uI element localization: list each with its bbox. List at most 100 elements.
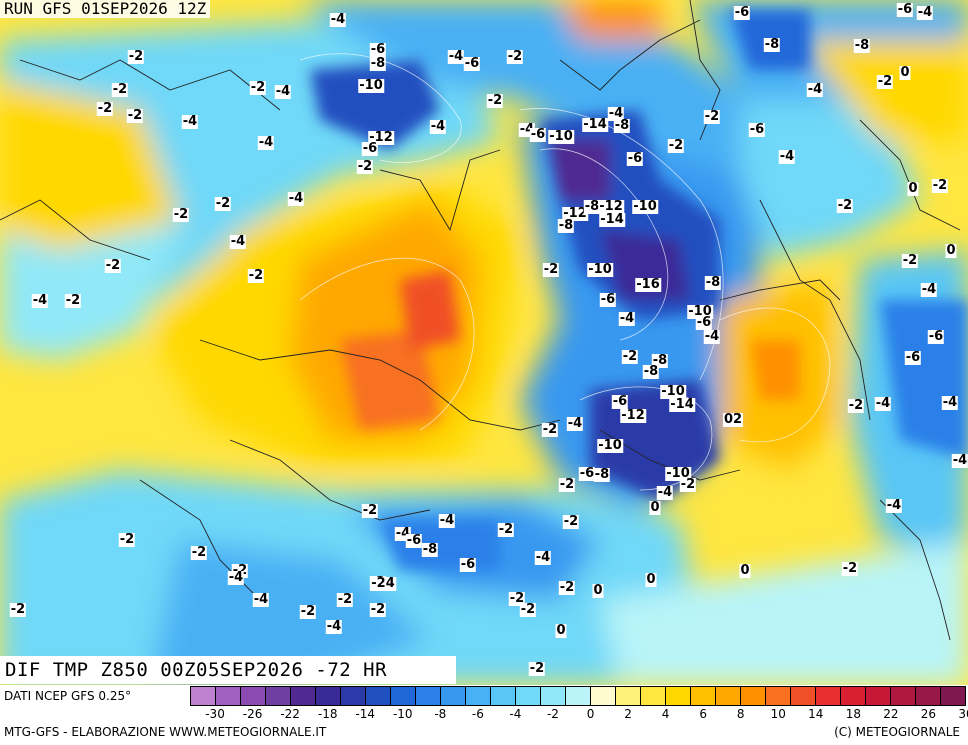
contour-value-label: -8 [704,275,722,290]
contour-value-label: -4 [656,485,674,500]
borders [0,0,961,641]
legend-tick-label: -6 [471,707,484,721]
contour-value-label: -4 [916,5,934,20]
legend-tick-label: -8 [434,707,447,721]
contour-value-label: -12 [562,206,588,221]
contour-value-label: -8 [421,542,439,557]
legend-swatch [191,687,216,705]
contour-value-label: -6 [369,42,387,57]
legend-swatch [591,687,616,705]
contour-value-label: -8 [651,353,669,368]
data-source: DATI NCEP GFS 0.25° [4,689,132,703]
contour-value-label: 0 [592,583,604,598]
copyright-text: (C) METEOGIORNALE [834,725,960,739]
legend-swatch [791,687,816,705]
contour-value-label: -2 [111,82,129,97]
contour-value-label: -2 [528,661,546,676]
legend-tick-label: 14 [808,707,824,721]
contour-value-label: -10 [548,129,574,144]
legend-tick-label: -30 [205,707,225,721]
contour-value-label: -4 [778,149,796,164]
legend-tick-label: 26 [920,707,937,721]
legend-swatch [516,687,541,705]
footer-bar: DATI NCEP GFS 0.25° -30 -26 -22 -18 -14 -10 -8… [0,685,968,745]
contour-value-label: -2 [486,93,504,108]
legend-swatch [416,687,441,705]
contour-value-label: -2 [836,198,854,213]
legend-swatch [566,687,591,705]
contour-value-label: 0 [945,243,957,258]
contour-value-label: -4 [252,592,270,607]
contour-value-label: -2 [703,109,721,124]
legend-tick-label: 4 [661,707,670,721]
contour-value-label: -2 [249,80,267,95]
contour-value-label: -6 [459,557,477,572]
contour-value-label: 0 [899,65,911,80]
contour-value-label: -4 [806,82,824,97]
legend-tick-label: -10 [392,707,413,721]
credit-text: MTG-GFS - ELABORAZIONE WWW.METEOGIORNALE… [4,725,327,739]
legend-swatch [391,687,416,705]
legend-swatch [941,687,965,705]
contour-value-label: -16 [635,277,661,292]
legend-tick-label: -18 [317,707,338,721]
contour-value-label: -2 [96,101,114,116]
contour-value-label: -6 [611,394,629,409]
contour-value-label: -2 [901,253,919,268]
contour-value-label: -2 [356,159,374,174]
contour-value-label: -2 [679,477,697,492]
contour-value-label: -2 [126,108,144,123]
contour-value-label: -4 [447,49,465,64]
contour-value-label: -2 [214,196,232,211]
contour-value-label: -24 [370,576,396,591]
contour-value-label: -4 [227,570,245,585]
legend-swatch [816,687,841,705]
contour-value-label: -4 [607,106,625,121]
contour-value-label: -6 [748,122,766,137]
contour-value-label: -2 [190,545,208,560]
contour-value-label: -8 [642,364,660,379]
legend-swatch [241,687,266,705]
contour-value-label: -4 [287,191,305,206]
contour-value-label: -14 [669,397,695,412]
legend-swatch [216,687,241,705]
contour-value-label: -2 [508,591,526,606]
contour-value-label: -6 [927,329,945,344]
map-field [0,0,968,685]
temperature-anomaly-map [0,0,968,685]
contour-value-label: -2 [299,604,317,619]
contour-value-label: -4 [618,311,636,326]
legend-swatch [466,687,491,705]
contour-value-label: -10 [632,199,658,214]
legend-swatch [916,687,941,705]
contour-value-label: -2 [542,262,560,277]
legend-swatch [366,687,391,705]
contour-value-label: -2 [558,477,576,492]
map-title: DIF TMP Z850 00Z05SEP2026 -72 HR [0,656,456,684]
contour-value-label: -14 [582,117,608,132]
contour-value-label: -8 [613,118,631,133]
contour-value-label: 0 [739,563,751,578]
contour-value-label: -2 [247,268,265,283]
legend-tick-label: 30 [958,707,968,721]
contour-value-label: -4 [941,395,959,410]
contour-value-label: -10 [665,466,691,481]
legend-tick-label: -22 [280,707,300,721]
contour-value-label: -6 [578,466,596,481]
legend-tick-label: 22 [883,707,899,721]
contour-value-label: 0 [645,572,657,587]
contour-value-label: -10 [660,384,686,399]
contour-value-label: -12 [368,130,394,145]
contour-value-label: -2 [127,49,145,64]
contour-value-label: -6 [733,5,751,20]
legend-swatch [266,687,291,705]
contour-value-label: -2 [497,522,515,537]
contour-value-label: 0 [555,623,567,638]
contour-value-label: -10 [358,78,384,93]
contour-value-label: -2 [104,258,122,273]
contour-value-label: 0 [649,500,661,515]
contour-value-label: -8 [369,56,387,71]
contour-value-label: -4 [534,550,552,565]
run-header: RUN GFS 01SEP2026 12Z [0,0,211,18]
contour-value-label: -4 [274,84,292,99]
